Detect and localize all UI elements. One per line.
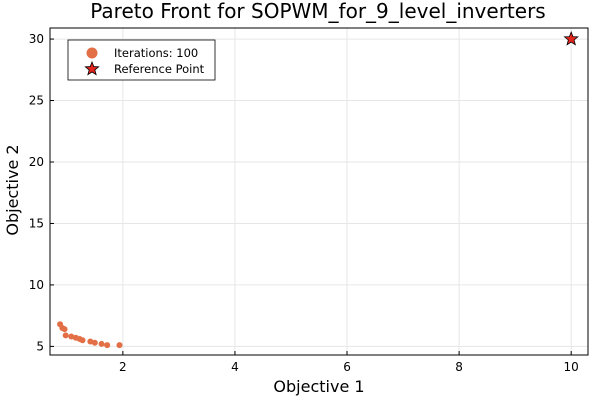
x-tick-label: 2 [119,360,127,374]
legend-reference-label: Reference Point [114,62,205,76]
pareto-point [104,342,111,349]
grid-lines [50,28,588,355]
x-axis-label: Objective 1 [273,377,364,396]
y-tick-label: 5 [36,339,44,353]
legend-box [67,39,216,81]
legend-iterations-label: Iterations: 100 [114,46,198,60]
y-tick-label: 15 [29,216,44,230]
chart-title: Pareto Front for SOPWM_for_9_level_inver… [90,0,545,23]
pareto-point [61,326,68,333]
legend-reference-star-icon [84,60,100,76]
pareto-point [62,332,69,339]
x-tick-label: 4 [231,360,239,374]
legend: Iterations: 100 Reference Point [67,39,216,81]
x-tick-label: 6 [343,360,351,374]
pareto-point [79,337,86,344]
pareto-point [98,340,105,347]
pareto-point [116,342,123,349]
pareto-point [91,339,98,346]
x-tick-label: 8 [455,360,463,374]
y-tick-label: 20 [29,155,44,169]
y-tick-label: 30 [29,32,44,46]
data-marks [57,30,579,349]
reference-point-star [563,30,579,46]
y-axis-label: Objective 2 [3,144,22,235]
legend-iterations-marker [86,47,98,59]
y-tick-label: 10 [29,278,44,292]
x-axis-ticks: 2 4 6 8 10 [119,351,579,374]
y-axis-ticks: 5 10 15 20 25 30 [29,32,54,353]
y-tick-label: 25 [29,94,44,108]
plot-area-frame [49,27,589,356]
x-tick-label: 10 [564,360,579,374]
